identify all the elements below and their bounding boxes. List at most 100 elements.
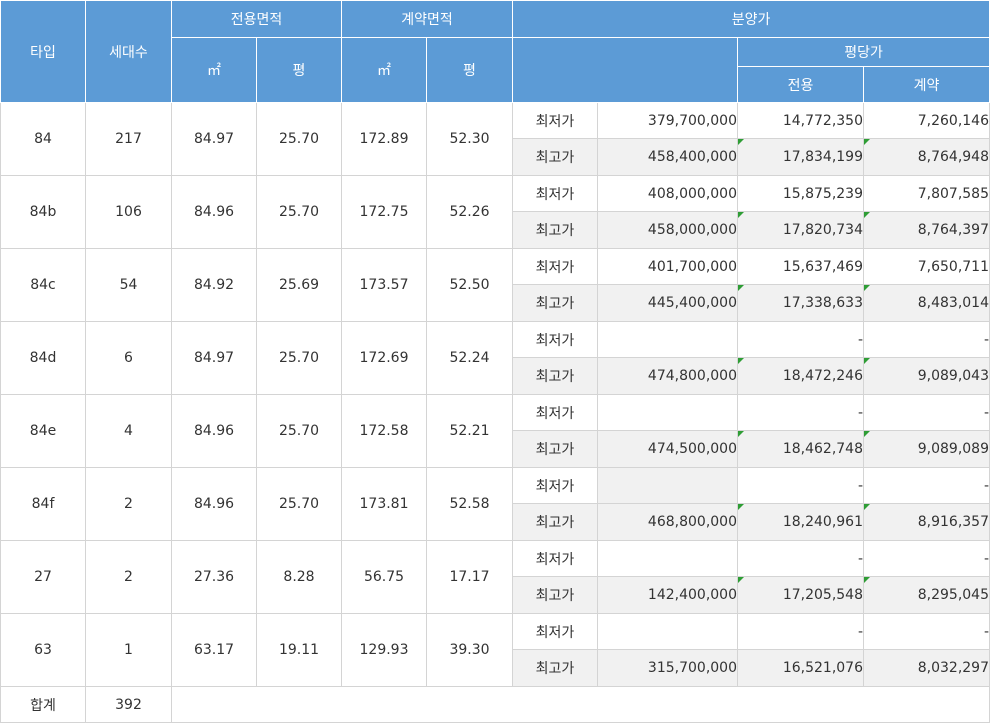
cell-exclusive-pyeong[interactable]: 25.70 [256,321,342,395]
cell-min-per-contract[interactable]: 7,650,711 [862,248,990,285]
cell-min-price[interactable] [597,613,738,650]
header-type[interactable]: 타입 [0,0,86,103]
cell-contract-pyeong[interactable]: 52.26 [426,175,513,249]
cell-households[interactable]: 2 [85,540,172,614]
cell-max-per-exclusive[interactable]: 16,521,076 [737,649,864,687]
cell-total-blank[interactable] [170,686,990,723]
cell-max-label[interactable]: 최고가 [512,284,598,322]
cell-max-label[interactable]: 최고가 [512,357,598,395]
cell-min-price[interactable]: 408,000,000 [597,175,738,212]
cell-min-per-contract[interactable]: - [862,321,990,358]
cell-max-price[interactable]: 458,000,000 [597,211,738,249]
cell-max-label[interactable]: 최고가 [512,211,598,249]
cell-contract-pyeong[interactable]: 52.50 [426,248,513,322]
cell-type[interactable]: 63 [0,613,86,687]
cell-contract-sqm[interactable]: 172.75 [341,175,427,249]
cell-min-per-exclusive[interactable]: 14,772,350 [737,102,864,139]
cell-total-label[interactable]: 합계 [0,686,86,723]
cell-households[interactable]: 106 [85,175,172,249]
cell-max-price[interactable]: 474,800,000 [597,357,738,395]
cell-max-label[interactable]: 최고가 [512,503,598,541]
cell-min-per-exclusive[interactable]: - [737,394,864,431]
header-per-pyeong-contract[interactable]: 계약 [862,66,990,103]
cell-exclusive-pyeong[interactable]: 8.28 [256,540,342,614]
cell-min-price[interactable] [597,321,738,358]
cell-min-per-exclusive[interactable]: - [737,467,864,504]
cell-min-per-contract[interactable]: - [862,540,990,577]
cell-households[interactable]: 217 [85,102,172,176]
cell-contract-pyeong[interactable]: 52.24 [426,321,513,395]
cell-min-label[interactable]: 최저가 [512,467,598,504]
cell-contract-pyeong[interactable]: 52.21 [426,394,513,468]
cell-min-per-exclusive[interactable]: 15,637,469 [737,248,864,285]
cell-contract-pyeong[interactable]: 17.17 [426,540,513,614]
cell-households[interactable]: 4 [85,394,172,468]
cell-households[interactable]: 6 [85,321,172,395]
cell-max-per-exclusive[interactable]: 18,240,961 [737,503,864,541]
cell-min-label[interactable]: 최저가 [512,102,598,139]
cell-contract-sqm[interactable]: 172.69 [341,321,427,395]
cell-max-price[interactable]: 315,700,000 [597,649,738,687]
cell-max-per-contract[interactable]: 8,764,397 [862,211,990,249]
cell-max-label[interactable]: 최고가 [512,576,598,614]
cell-max-per-contract[interactable]: 8,483,014 [862,284,990,322]
cell-contract-sqm[interactable]: 173.81 [341,467,427,541]
cell-exclusive-pyeong[interactable]: 25.70 [256,394,342,468]
header-contract-pyeong[interactable]: 평 [426,37,513,103]
cell-exclusive-pyeong[interactable]: 25.70 [256,102,342,176]
cell-max-per-exclusive[interactable]: 17,338,633 [737,284,864,322]
cell-exclusive-sqm[interactable]: 63.17 [171,613,257,687]
cell-min-label[interactable]: 최저가 [512,540,598,577]
cell-exclusive-pyeong[interactable]: 25.69 [256,248,342,322]
cell-max-per-exclusive[interactable]: 17,820,734 [737,211,864,249]
cell-min-price[interactable]: 379,700,000 [597,102,738,139]
cell-type[interactable]: 84 [0,102,86,176]
cell-min-label[interactable]: 최저가 [512,394,598,431]
cell-exclusive-sqm[interactable]: 84.97 [171,321,257,395]
cell-max-label[interactable]: 최고가 [512,430,598,468]
cell-exclusive-pyeong[interactable]: 25.70 [256,467,342,541]
cell-min-per-contract[interactable]: - [862,613,990,650]
cell-max-per-exclusive[interactable]: 17,834,199 [737,138,864,176]
cell-contract-pyeong[interactable]: 39.30 [426,613,513,687]
cell-type[interactable]: 27 [0,540,86,614]
header-exclusive-pyeong[interactable]: 평 [256,37,342,103]
cell-households[interactable]: 1 [85,613,172,687]
header-contract-sqm[interactable]: ㎡ [341,37,427,103]
header-per-pyeong[interactable]: 평당가 [736,37,990,67]
cell-min-per-contract[interactable]: 7,260,146 [862,102,990,139]
cell-contract-sqm[interactable]: 56.75 [341,540,427,614]
cell-max-per-contract[interactable]: 8,764,948 [862,138,990,176]
cell-max-per-contract[interactable]: 8,916,357 [862,503,990,541]
cell-contract-pyeong[interactable]: 52.30 [426,102,513,176]
cell-max-per-contract[interactable]: 9,089,089 [862,430,990,468]
header-households[interactable]: 세대수 [85,0,172,103]
cell-max-per-contract[interactable]: 8,295,045 [862,576,990,614]
cell-exclusive-sqm[interactable]: 84.97 [171,102,257,176]
cell-contract-sqm[interactable]: 172.89 [341,102,427,176]
cell-contract-sqm[interactable]: 173.57 [341,248,427,322]
cell-type[interactable]: 84e [0,394,86,468]
header-exclusive-sqm[interactable]: ㎡ [171,37,257,103]
cell-max-per-contract[interactable]: 9,089,043 [862,357,990,395]
cell-max-per-exclusive[interactable]: 18,472,246 [737,357,864,395]
cell-type[interactable]: 84f [0,467,86,541]
header-sale-price-blank[interactable] [512,37,738,103]
cell-min-per-exclusive[interactable]: - [737,321,864,358]
cell-min-price[interactable] [597,540,738,577]
cell-households[interactable]: 54 [85,248,172,322]
cell-max-label[interactable]: 최고가 [512,649,598,687]
cell-exclusive-sqm[interactable]: 84.96 [171,467,257,541]
cell-contract-sqm[interactable]: 172.58 [341,394,427,468]
cell-min-per-contract[interactable]: - [862,394,990,431]
cell-min-price[interactable]: 401,700,000 [597,248,738,285]
cell-max-price[interactable]: 142,400,000 [597,576,738,614]
cell-exclusive-sqm[interactable]: 84.92 [171,248,257,322]
cell-min-per-exclusive[interactable]: 15,875,239 [737,175,864,212]
cell-min-label[interactable]: 최저가 [512,175,598,212]
cell-exclusive-pyeong[interactable]: 19.11 [256,613,342,687]
cell-type[interactable]: 84c [0,248,86,322]
header-exclusive-area[interactable]: 전용면적 [171,0,342,38]
cell-max-per-contract[interactable]: 8,032,297 [862,649,990,687]
cell-type[interactable]: 84b [0,175,86,249]
